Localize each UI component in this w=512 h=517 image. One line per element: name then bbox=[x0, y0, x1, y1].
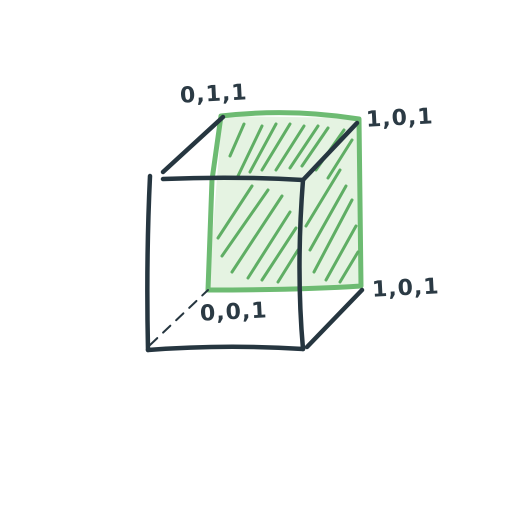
vertex-label-top-back-right: 1,0,1 bbox=[365, 104, 435, 133]
bottom-right-receding-edge bbox=[304, 287, 365, 350]
vertex-label-inner-bottom: 0,0,1 bbox=[199, 298, 269, 327]
top-left-receding-edge bbox=[160, 114, 226, 175]
front-bottom-edge bbox=[145, 344, 306, 353]
cube-edges bbox=[145, 114, 365, 353]
top-right-receding-edge bbox=[300, 120, 360, 183]
highlighted-face-outline bbox=[205, 110, 364, 293]
vertex-label-mid-back-right: 1,0,1 bbox=[371, 274, 441, 303]
front-top-edge bbox=[160, 175, 306, 183]
front-right-edge bbox=[297, 177, 306, 352]
vertex-label-top-back-left: 0,1,1 bbox=[179, 80, 249, 109]
hidden-bottom-left-edge bbox=[149, 289, 209, 346]
front-left-edge bbox=[145, 173, 153, 353]
